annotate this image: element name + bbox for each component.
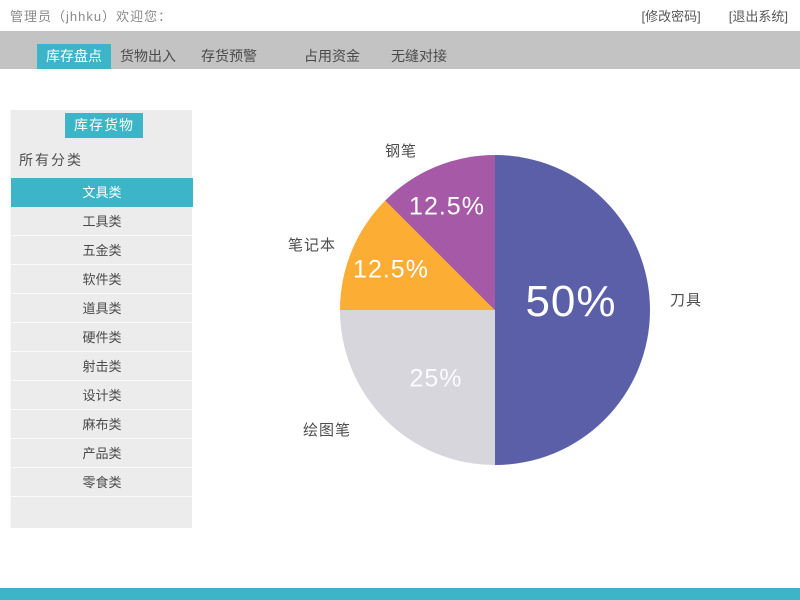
category-item-stationery[interactable]: 文具类 bbox=[11, 178, 193, 207]
category-item-products[interactable]: 产品类 bbox=[11, 439, 193, 468]
sidebar-title-badge: 库存货物 bbox=[65, 113, 143, 138]
category-item-linen[interactable]: 麻布类 bbox=[11, 410, 193, 439]
topbar: 管理员（jhhku）欢迎您： [修改密码] [退出系统] bbox=[0, 0, 800, 30]
change-password-link[interactable]: [修改密码] bbox=[641, 8, 701, 24]
category-item-tools[interactable]: 工具类 bbox=[11, 207, 193, 236]
category-sidebar: 库存货物 所有分类 文具类 工具类 五金类 软件类 道具类 硬件类 射击类 设计… bbox=[10, 110, 193, 528]
logout-link[interactable]: [退出系统] bbox=[728, 8, 788, 24]
topbar-links: [修改密码] [退出系统] bbox=[642, 0, 788, 30]
slice-label-fountain-pens: 钢笔 bbox=[385, 143, 418, 160]
welcome-text: 管理员（jhhku）欢迎您： bbox=[10, 8, 173, 24]
category-item-software[interactable]: 软件类 bbox=[11, 265, 193, 294]
slice-label-notebooks: 笔记本 bbox=[288, 237, 337, 254]
slice-label-drawing-pens: 绘图笔 bbox=[303, 422, 352, 439]
category-item-snacks[interactable]: 零食类 bbox=[11, 468, 193, 497]
category-item-shooting[interactable]: 射击类 bbox=[11, 352, 193, 381]
main-nav: 库存盘点 货物出入 存货预警 占用资金 无缝对接 bbox=[0, 31, 800, 69]
tab-occupied-funds[interactable]: 占用资金 bbox=[304, 48, 360, 64]
all-categories-label: 所有分类 bbox=[19, 152, 83, 168]
footer-bar bbox=[0, 588, 800, 600]
category-item-hardware-metal[interactable]: 五金类 bbox=[11, 236, 193, 265]
category-item-hardware[interactable]: 硬件类 bbox=[11, 323, 193, 352]
tab-seamless-docking[interactable]: 无缝对接 bbox=[391, 48, 447, 64]
category-item-props[interactable]: 道具类 bbox=[11, 294, 193, 323]
slice-label-knives: 刀具 bbox=[670, 292, 703, 309]
category-item-design[interactable]: 设计类 bbox=[11, 381, 193, 410]
tab-stock-alert[interactable]: 存货预警 bbox=[201, 48, 257, 64]
category-list: 文具类 工具类 五金类 软件类 道具类 硬件类 射击类 设计类 麻布类 产品类 … bbox=[11, 178, 193, 497]
pie-graphic bbox=[340, 155, 650, 465]
tab-goods-in-out[interactable]: 货物出入 bbox=[120, 48, 176, 64]
tab-inventory-check[interactable]: 库存盘点 bbox=[37, 44, 111, 69]
